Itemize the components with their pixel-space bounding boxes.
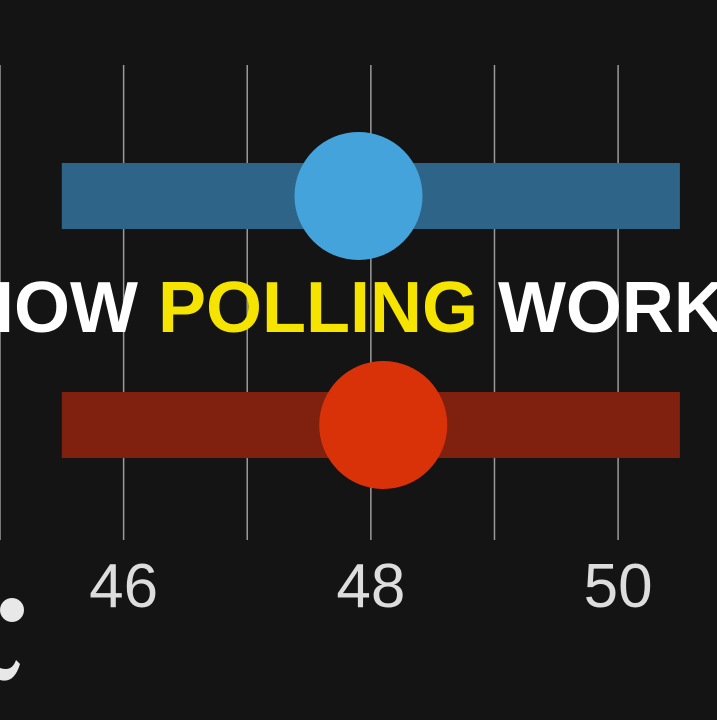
title-word: WORKS	[498, 268, 717, 348]
x-tick-label: 48	[336, 552, 405, 621]
logo	[0, 598, 24, 681]
x-tick-label: 46	[89, 552, 158, 621]
title-word: HOW	[0, 268, 138, 348]
estimate-dot	[294, 132, 423, 260]
x-tick-label: 50	[584, 552, 653, 621]
estimate-dot	[319, 361, 448, 489]
chart-title: HOWPOLLINGWORKS	[0, 268, 717, 348]
title-word: POLLING	[158, 268, 478, 348]
